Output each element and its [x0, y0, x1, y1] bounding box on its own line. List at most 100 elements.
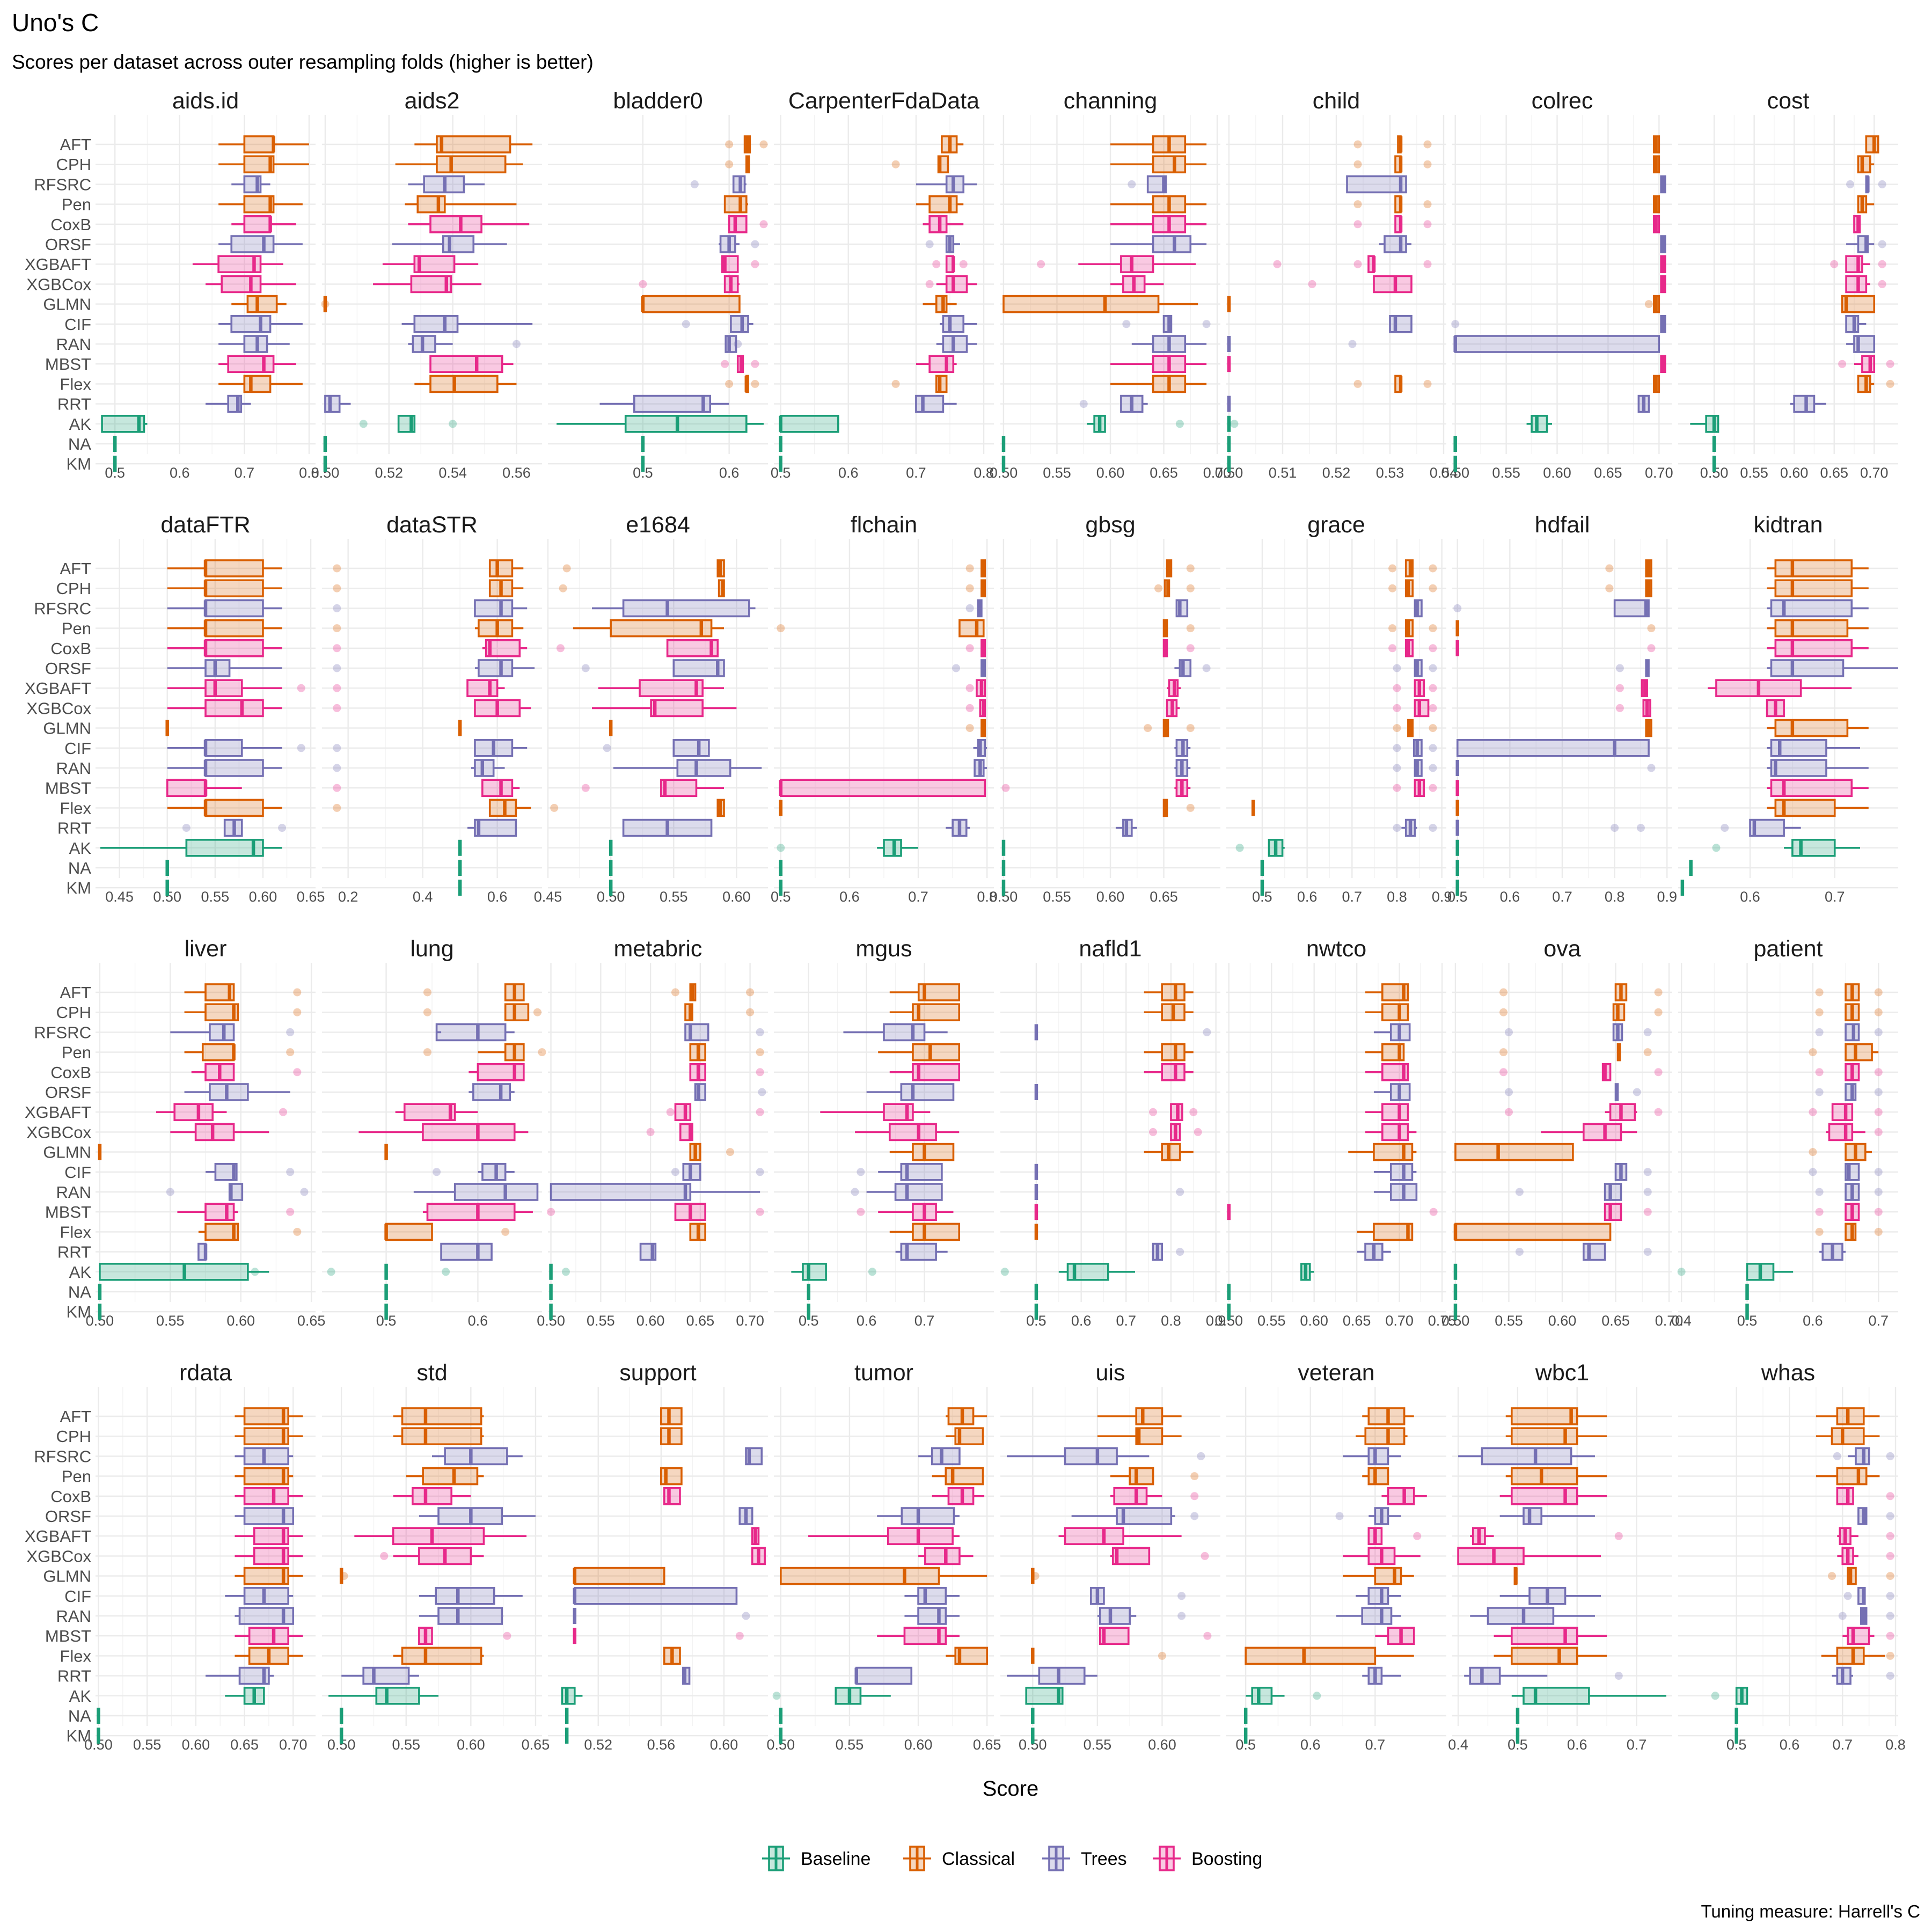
box-iqr: [477, 1063, 525, 1081]
outlier-point: [1423, 220, 1432, 229]
box-iqr: [1454, 335, 1660, 353]
box-ran: [1393, 759, 1437, 777]
outlier-point: [1712, 844, 1721, 852]
box-xgbaft: [965, 679, 986, 697]
box-iqr: [1583, 1123, 1622, 1141]
box-coxb: [393, 1487, 471, 1505]
x-tick-label: 0.8: [974, 465, 994, 481]
panel-title: nwtco: [1306, 936, 1366, 962]
outlier-point: [1643, 1188, 1652, 1196]
box-iqr: [173, 1103, 214, 1121]
box-rfsrc: [1007, 1447, 1205, 1466]
box-ran: [1034, 1184, 1184, 1200]
box-rfsrc: [1373, 1023, 1411, 1042]
box-iqr: [1161, 1063, 1185, 1081]
box-ak: [791, 1263, 876, 1281]
x-tick-label: 0.55: [1492, 465, 1520, 481]
box-iqr: [243, 1447, 290, 1466]
box-rrt: [1357, 1242, 1391, 1261]
outlier-point: [550, 803, 559, 812]
outlier-point: [1190, 1492, 1199, 1501]
y-tick-label: Flex: [60, 799, 91, 817]
box-cif: [1843, 1587, 1894, 1605]
panel-grid: [1000, 539, 1220, 889]
y-tick-label: CIF: [64, 1587, 91, 1606]
panel-title: dataSTR: [386, 512, 478, 538]
box-orsf: [1373, 1083, 1411, 1101]
outlier-point: [1388, 564, 1397, 573]
outlier-point: [1643, 1208, 1652, 1216]
box-iqr: [401, 1407, 482, 1425]
box-pen: [1110, 195, 1207, 214]
box-iqr: [204, 619, 264, 638]
panel-title: std: [416, 1360, 447, 1386]
box-rrt: [1362, 1666, 1401, 1685]
box-iqr: [221, 275, 262, 294]
box-iqr: [478, 659, 514, 677]
box-iqr: [674, 1103, 692, 1121]
box-iqr: [780, 1567, 940, 1585]
box-xgbcox: [1110, 1547, 1209, 1565]
box-iqr: [436, 155, 507, 174]
box-orsf: [581, 659, 725, 677]
box-cph: [1499, 1003, 1663, 1021]
outlier-point: [1335, 1512, 1344, 1520]
x-tick-label: 0.60: [1148, 1737, 1176, 1753]
y-tick-label: MBST: [45, 1627, 91, 1645]
outlier-point: [1886, 1532, 1894, 1540]
box-iqr: [1113, 1487, 1148, 1505]
box-flex: [946, 1646, 988, 1665]
box-iqr: [1604, 1183, 1622, 1201]
box-rrt: [324, 394, 351, 413]
box-ran: [218, 335, 290, 353]
outlier-point: [1235, 844, 1244, 852]
outlier-point: [726, 1148, 735, 1157]
box-iqr: [243, 1567, 290, 1585]
box-iqr: [802, 1263, 827, 1281]
y-tick-label: GLMN: [43, 1143, 91, 1162]
outlier-point: [538, 1048, 546, 1057]
outlier-point: [1429, 664, 1437, 672]
box-glmn: [689, 1143, 735, 1161]
outlier-point: [293, 1227, 302, 1236]
box-rrt: [1455, 819, 1645, 836]
outlier-point: [1393, 744, 1401, 752]
x-tick-label: 0.55: [1257, 1313, 1286, 1329]
box-iqr: [676, 759, 731, 777]
y-tick-label: RFSRC: [34, 175, 91, 194]
legend-item-classical: Classical: [903, 1846, 1015, 1871]
y-tick-label: RFSRC: [34, 1447, 91, 1466]
box-glmn: [321, 296, 330, 312]
panel-grid: [322, 539, 542, 889]
panel-grid: [1226, 115, 1446, 465]
box-iqr: [1387, 1487, 1415, 1505]
box-aft: [1110, 135, 1207, 153]
box-mbst: [1604, 1203, 1652, 1221]
outlier-point: [1423, 379, 1432, 388]
outlier-point: [1828, 1572, 1836, 1580]
box-flex: [198, 1223, 302, 1241]
outlier-point: [559, 584, 567, 592]
x-tick-label: 0.6: [838, 465, 859, 481]
outlier-point: [293, 1008, 302, 1016]
outlier-point: [1647, 644, 1656, 653]
box-glmn: [1144, 1143, 1194, 1161]
box-ak: [1712, 839, 1861, 857]
outlier-point: [1878, 280, 1886, 288]
box-aft: [1767, 559, 1869, 577]
box-cif: [1174, 739, 1191, 757]
box-pen: [1809, 1043, 1879, 1062]
box-xgbaft: [1393, 679, 1437, 697]
x-tick-label: 0.52: [375, 465, 404, 481]
outlier-point: [603, 744, 611, 752]
box-iqr: [375, 1687, 420, 1705]
outlier-point: [1647, 624, 1656, 633]
box-ran: [974, 759, 987, 777]
box-iqr: [209, 1083, 249, 1101]
panel-title: wbc1: [1535, 1360, 1589, 1386]
box-cif: [1809, 1163, 1883, 1181]
box-xgbcox: [1343, 1547, 1421, 1565]
outlier-point: [1874, 1227, 1883, 1236]
box-rfsrc: [684, 1023, 764, 1042]
